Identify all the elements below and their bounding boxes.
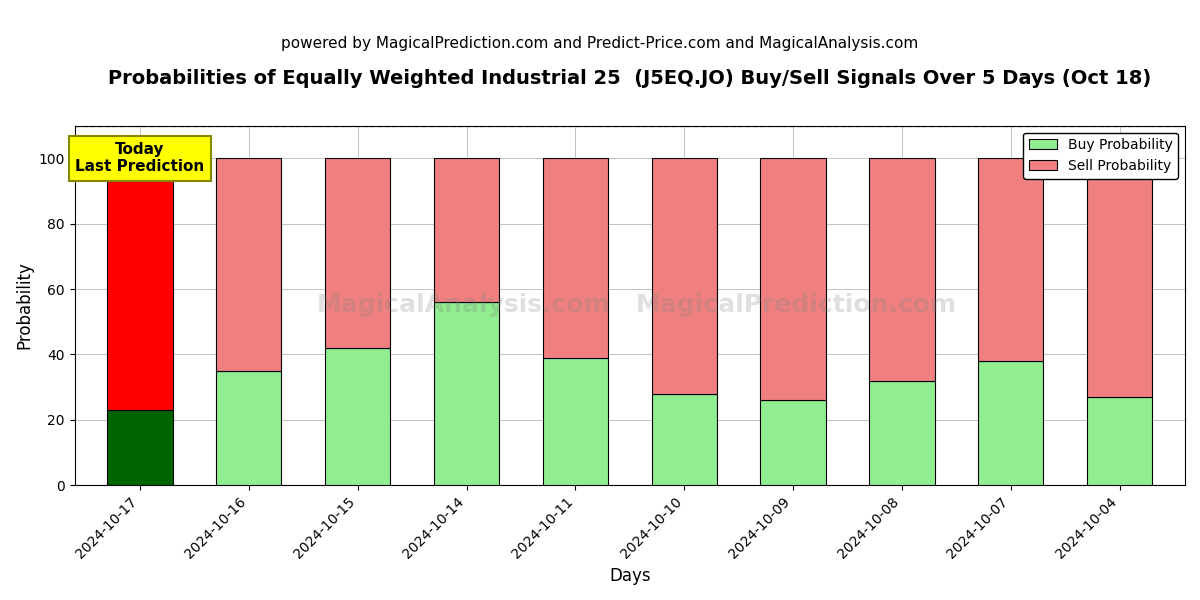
Text: powered by MagicalPrediction.com and Predict-Price.com and MagicalAnalysis.com: powered by MagicalPrediction.com and Pre… [281,36,919,51]
Bar [652,158,716,394]
Bar [542,158,608,358]
Bar [107,410,173,485]
Bar [1087,158,1152,397]
Text: MagicalPrediction.com: MagicalPrediction.com [636,293,958,317]
Bar [434,302,499,485]
Bar [434,158,499,302]
Bar [869,380,935,485]
Bar [978,361,1044,485]
Text: Today
Last Prediction: Today Last Prediction [76,142,204,175]
Bar [325,158,390,348]
Bar [107,158,173,410]
Bar [761,158,826,400]
Text: MagicalAnalysis.com: MagicalAnalysis.com [317,293,610,317]
Bar [325,348,390,485]
Bar [869,158,935,380]
Legend: Buy Probability, Sell Probability: Buy Probability, Sell Probability [1024,133,1178,179]
Bar [542,358,608,485]
Bar [216,158,282,371]
Bar [1087,397,1152,485]
X-axis label: Days: Days [610,567,650,585]
Y-axis label: Probability: Probability [16,262,34,349]
Bar [978,158,1044,361]
Bar [216,371,282,485]
Bar [652,394,716,485]
Bar [761,400,826,485]
Title: Probabilities of Equally Weighted Industrial 25  (J5EQ.JO) Buy/Sell Signals Over: Probabilities of Equally Weighted Indust… [108,69,1152,88]
